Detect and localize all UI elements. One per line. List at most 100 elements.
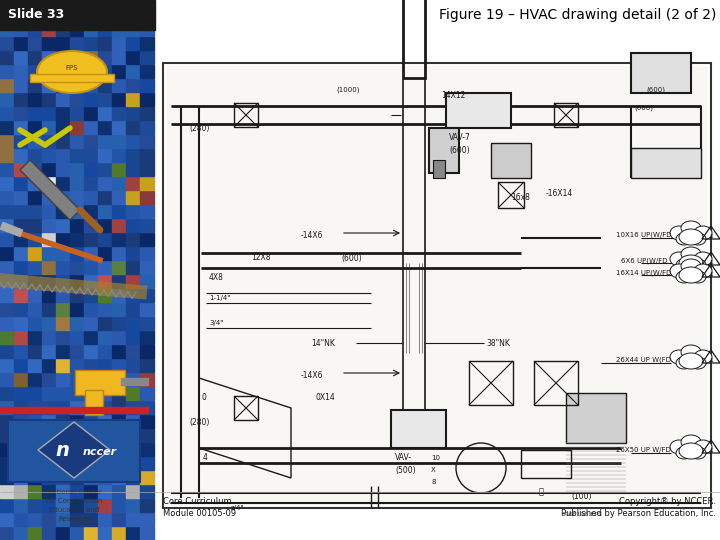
Bar	[84, 134, 97, 148]
Bar	[126, 78, 140, 92]
Bar	[28, 498, 42, 512]
Bar	[42, 288, 55, 302]
Bar	[0, 373, 14, 386]
Bar	[56, 23, 70, 36]
Bar	[56, 134, 70, 148]
Text: Figure 19 – HVAC drawing detail (2 of 2): Figure 19 – HVAC drawing detail (2 of 2)	[438, 8, 716, 22]
Bar	[126, 260, 140, 274]
Bar	[98, 442, 112, 456]
Text: 1-1/4": 1-1/4"	[209, 295, 230, 301]
Text: 26X50 UP W/FD: 26X50 UP W/FD	[616, 447, 671, 453]
Bar	[126, 274, 140, 288]
Bar	[112, 302, 125, 316]
Bar	[56, 429, 70, 442]
Bar	[0, 288, 14, 302]
Bar	[0, 0, 155, 30]
Bar	[84, 51, 97, 64]
Bar	[98, 387, 112, 400]
Bar	[140, 205, 153, 218]
Bar	[14, 260, 27, 274]
Bar	[140, 401, 153, 414]
Bar	[112, 512, 125, 526]
Ellipse shape	[679, 353, 703, 369]
Bar	[521, 450, 571, 478]
Bar	[98, 401, 112, 414]
Bar	[84, 78, 97, 92]
Bar	[140, 92, 153, 106]
Bar	[56, 92, 70, 106]
Bar	[42, 51, 55, 64]
Bar	[56, 260, 70, 274]
Ellipse shape	[679, 443, 703, 459]
Bar	[491, 143, 531, 178]
Bar	[14, 23, 27, 36]
Text: n: n	[55, 441, 69, 460]
Bar	[42, 233, 55, 246]
Bar	[28, 274, 42, 288]
Bar	[42, 134, 55, 148]
Bar	[112, 429, 125, 442]
Bar	[0, 359, 14, 372]
Bar	[0, 260, 14, 274]
Bar	[140, 177, 153, 190]
Bar	[70, 373, 84, 386]
Ellipse shape	[690, 259, 706, 271]
Bar	[42, 120, 55, 134]
Ellipse shape	[676, 357, 692, 369]
Bar	[140, 373, 153, 386]
Bar	[56, 163, 70, 176]
Bar	[126, 442, 140, 456]
Bar	[70, 387, 84, 400]
Ellipse shape	[679, 229, 703, 245]
Bar	[84, 23, 97, 36]
Bar	[84, 373, 97, 386]
Bar	[126, 191, 140, 204]
Text: 16X14 UP(W/FD: 16X14 UP(W/FD	[616, 270, 671, 276]
Bar	[126, 92, 140, 106]
Bar	[28, 470, 42, 484]
Bar	[28, 219, 42, 232]
Bar	[14, 78, 27, 92]
Bar	[126, 401, 140, 414]
Bar	[0, 177, 14, 190]
Bar	[56, 191, 70, 204]
Bar	[14, 401, 27, 414]
Bar	[112, 177, 125, 190]
Bar	[42, 359, 55, 372]
Ellipse shape	[690, 357, 706, 369]
Bar	[98, 274, 112, 288]
Bar	[42, 498, 55, 512]
Ellipse shape	[690, 271, 706, 283]
Bar	[140, 37, 153, 50]
Bar	[0, 134, 14, 148]
Bar	[56, 512, 70, 526]
Bar	[84, 92, 97, 106]
Bar	[14, 316, 27, 330]
Ellipse shape	[694, 226, 712, 240]
Bar	[140, 191, 153, 204]
Bar	[14, 246, 27, 260]
Bar	[42, 330, 55, 344]
Bar	[112, 401, 125, 414]
Ellipse shape	[670, 264, 688, 278]
Bar	[0, 456, 14, 470]
Bar	[28, 92, 42, 106]
Bar	[140, 359, 153, 372]
Bar	[140, 429, 153, 442]
Bar	[140, 120, 153, 134]
Text: Education and: Education and	[49, 507, 99, 513]
Bar	[28, 106, 42, 120]
Bar	[84, 205, 97, 218]
Text: (280): (280)	[189, 124, 210, 132]
Ellipse shape	[679, 267, 703, 283]
Text: 14"NK: 14"NK	[311, 339, 335, 348]
Bar	[98, 345, 112, 358]
Bar	[112, 330, 125, 344]
Bar	[0, 345, 14, 358]
Bar	[112, 526, 125, 540]
Bar	[56, 120, 70, 134]
Ellipse shape	[694, 252, 712, 266]
Bar	[70, 316, 84, 330]
Bar	[126, 415, 140, 428]
Bar	[70, 415, 84, 428]
